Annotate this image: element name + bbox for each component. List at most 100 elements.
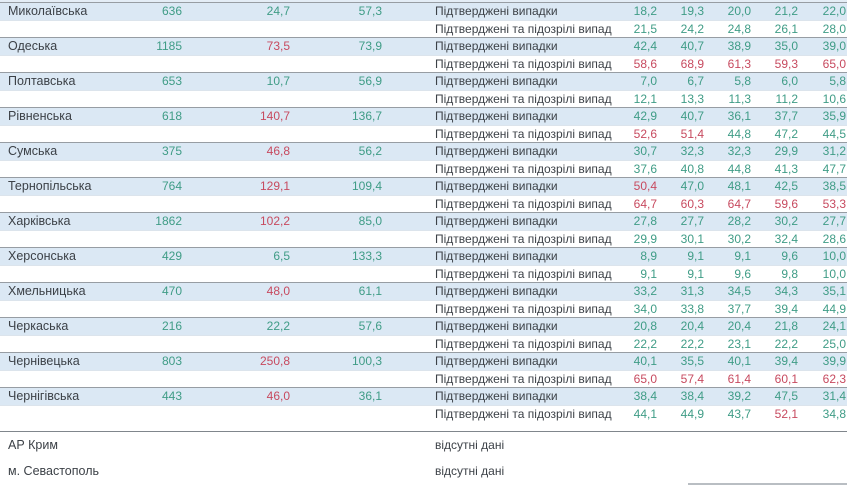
value-cell: 28,2 (706, 212, 753, 230)
case-type-cell: Підтверджені випадки (385, 37, 612, 55)
case-type-cell: Підтверджені та підозрілі випадки (385, 124, 612, 143)
value-cell: 39,4 (753, 352, 800, 370)
value-cell: 62,3 (800, 369, 847, 388)
region-total-cell: 216 (150, 317, 185, 335)
region-row-confirmed: Сумська 375 46,8 56,2 Підтверджені випадки 30… (0, 142, 847, 160)
value-cell: 20,4 (706, 317, 753, 335)
value-cell: 65,0 (800, 54, 847, 73)
bottom-right-border (688, 483, 847, 485)
value-cell: 10,0 (800, 264, 847, 283)
region-name-cell: Одеська (0, 37, 150, 55)
value-cell: 20,4 (659, 317, 706, 335)
value-cell: 44,5 (800, 124, 847, 143)
value-cell: 38,4 (612, 387, 659, 405)
value-cell: 59,3 (753, 54, 800, 73)
value-cell: 28,0 (800, 19, 847, 38)
value-cell: 28,6 (800, 229, 847, 248)
region-total-cell: 470 (150, 282, 185, 300)
value-cell: 22,2 (612, 334, 659, 353)
rate-b-cell: 100,3 (293, 352, 385, 370)
region-total-cell: 618 (150, 107, 185, 125)
case-type-cell: Підтверджені та підозрілі випадки (385, 229, 612, 248)
value-cell: 6,7 (659, 72, 706, 90)
value-cell: 34,3 (753, 282, 800, 300)
value-cell: 64,7 (612, 194, 659, 213)
rate-b-cell: 57,3 (293, 2, 385, 20)
value-cell: 8,9 (612, 247, 659, 265)
region-row-confirmed: Черкаська 216 22,2 57,6 Підтверджені випадки… (0, 317, 847, 335)
region-total-cell: 636 (150, 2, 185, 20)
rate-a-cell: 140,7 (185, 107, 293, 125)
empty-cell (0, 124, 385, 143)
rate-a-cell: 129,1 (185, 177, 293, 195)
region-total-cell: 375 (150, 142, 185, 160)
value-cell: 30,2 (753, 212, 800, 230)
rate-a-cell: 46,8 (185, 142, 293, 160)
region-total-cell: 1862 (150, 212, 185, 230)
region-name-cell: Чернівецька (0, 352, 150, 370)
value-cell: 25,0 (800, 334, 847, 353)
value-cell: 27,8 (612, 212, 659, 230)
case-type-cell: Підтверджені та підозрілі випадки (385, 159, 612, 178)
value-cell: 9,1 (659, 247, 706, 265)
empty-cell (0, 229, 385, 248)
value-cell: 35,0 (753, 37, 800, 55)
region-row-confirmed: Одеська 1185 73,5 73,9 Підтверджені випадки 4… (0, 37, 847, 55)
rate-b-cell: 36,1 (293, 387, 385, 405)
region-name-cell: м. Севастополь (0, 458, 385, 484)
empty-cell (0, 369, 385, 388)
region-name-cell: Чернігівська (0, 387, 150, 405)
case-type-cell: Підтверджені та підозрілі випадки (385, 334, 612, 353)
value-cell: 59,6 (753, 194, 800, 213)
region-row-confirmed-suspected: Підтверджені та підозрілі випадки 12,1 13,… (0, 89, 847, 108)
region-row-confirmed: Херсонська 429 6,5 133,3 Підтверджені випадк… (0, 247, 847, 265)
region-row-confirmed: Чернівецька 803 250,8 100,3 Підтверджені вип… (0, 352, 847, 370)
rate-b-cell: 56,9 (293, 72, 385, 90)
value-cell: 24,8 (706, 19, 753, 38)
region-name-cell: Полтавська (0, 72, 150, 90)
rate-b-cell: 109,4 (293, 177, 385, 195)
value-cell: 52,6 (612, 124, 659, 143)
value-cell: 9,1 (659, 264, 706, 283)
rate-a-cell: 46,0 (185, 387, 293, 405)
value-cell: 35,5 (659, 352, 706, 370)
value-cell: 26,1 (753, 19, 800, 38)
value-cell: 32,4 (753, 229, 800, 248)
rate-b-cell: 136,7 (293, 107, 385, 125)
region-row-confirmed: Рівненська 618 140,7 136,7 Підтверджені випа… (0, 107, 847, 125)
value-cell: 24,1 (800, 317, 847, 335)
region-row-confirmed-suspected: Підтверджені та підозрілі випадки 58,6 68,… (0, 54, 847, 73)
value-cell: 38,5 (800, 177, 847, 195)
value-cell: 9,8 (753, 264, 800, 283)
value-cell: 42,5 (753, 177, 800, 195)
value-cell: 47,7 (800, 159, 847, 178)
rate-a-cell: 102,2 (185, 212, 293, 230)
region-total-cell: 803 (150, 352, 185, 370)
value-cell: 21,2 (753, 2, 800, 20)
empty-cell (0, 404, 385, 422)
value-cell: 6,0 (753, 72, 800, 90)
value-cell: 5,8 (706, 72, 753, 90)
case-type-cell: Підтверджені випадки (385, 387, 612, 405)
value-cell: 5,8 (800, 72, 847, 90)
value-cell: 11,2 (753, 89, 800, 108)
region-row-confirmed: Харківська 1862 102,2 85,0 Підтверджені випа… (0, 212, 847, 230)
spacer-cell (0, 422, 847, 432)
value-cell: 36,1 (706, 107, 753, 125)
value-cell: 38,9 (706, 37, 753, 55)
region-row-confirmed-suspected: Підтверджені та підозрілі випадки 52,6 51,… (0, 124, 847, 143)
value-cell: 37,7 (706, 299, 753, 318)
value-cell: 39,2 (706, 387, 753, 405)
region-row-confirmed-suspected: Підтверджені та підозрілі випадки 34,0 33,… (0, 299, 847, 318)
region-row-confirmed-suspected: Підтверджені та підозрілі випадки 9,1 9,1 9… (0, 264, 847, 283)
value-cell: 10,0 (800, 247, 847, 265)
value-cell: 37,7 (753, 107, 800, 125)
rate-a-cell: 10,7 (185, 72, 293, 90)
value-cell: 21,8 (753, 317, 800, 335)
value-cell: 40,1 (612, 352, 659, 370)
value-cell: 38,4 (659, 387, 706, 405)
value-cell: 51,4 (659, 124, 706, 143)
region-row-confirmed: Чернігівська 443 46,0 36,1 Підтверджені випа… (0, 387, 847, 405)
